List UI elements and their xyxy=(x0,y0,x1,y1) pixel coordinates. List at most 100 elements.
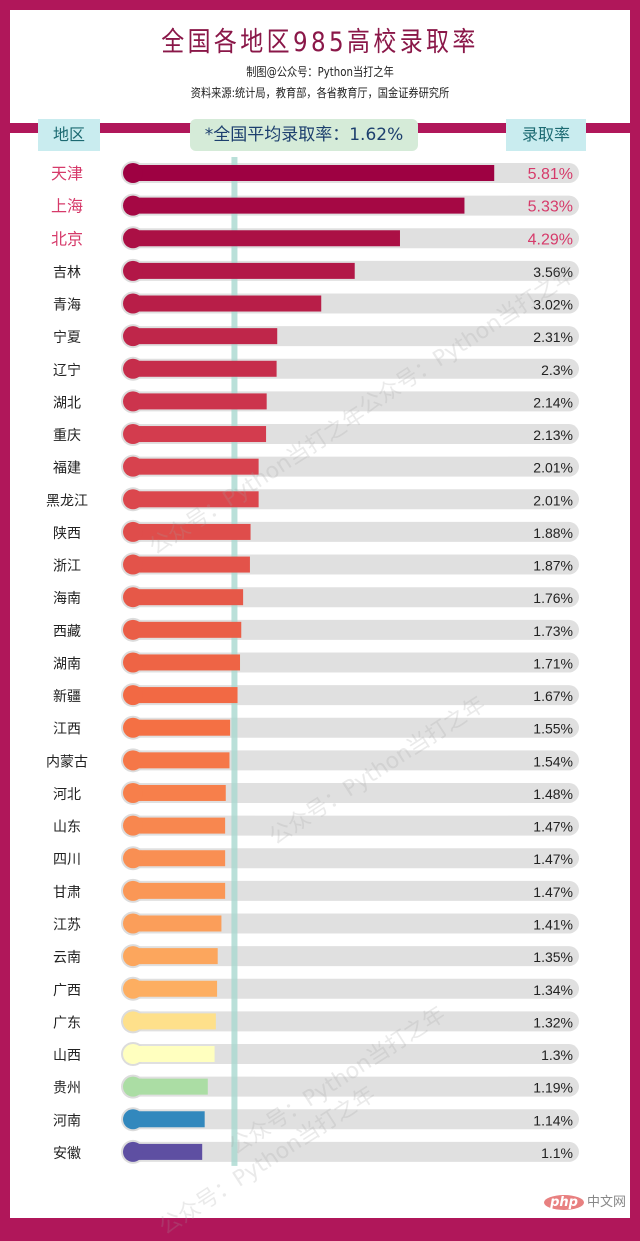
bar-track xyxy=(124,782,579,803)
region-label: 河北 xyxy=(53,787,81,803)
bar-cap xyxy=(123,391,143,412)
bar-cap xyxy=(123,163,143,183)
region-label: 西藏 xyxy=(53,624,81,640)
bar-track xyxy=(124,946,579,967)
region-label: 内蒙古 xyxy=(46,754,88,770)
region-label: 甘肃 xyxy=(53,885,81,901)
bar xyxy=(134,360,277,377)
region-label: 陕西 xyxy=(53,526,81,542)
value-label: 5.81% xyxy=(528,166,573,183)
bar xyxy=(134,719,231,736)
header: 全国各地区985高校录取率 制图@公众号：Python当打之年 资料来源:统计局… xyxy=(10,10,630,123)
bar-track xyxy=(124,913,579,934)
bar xyxy=(134,1078,208,1095)
value-label: 2.14% xyxy=(533,394,573,410)
bar-track xyxy=(124,978,579,999)
bar-cap xyxy=(123,521,143,542)
bar xyxy=(134,1143,203,1160)
source-text: 资料来源:统计局，教育部，各省教育厅，国金证券研究所 xyxy=(190,86,450,100)
bar xyxy=(134,328,278,345)
column-header-rate: 录取率 xyxy=(506,119,586,151)
bar-cap xyxy=(123,587,143,608)
value-label: 5.33% xyxy=(528,199,573,216)
bar-cap xyxy=(123,946,143,967)
bar xyxy=(134,817,226,834)
region-label: 黑龙江 xyxy=(46,493,88,509)
region-label: 吉林 xyxy=(53,265,81,281)
bar-chart: 天津 5.81% 上海 5.33% 北京 4.29% 吉林 3.56% 青海 3.02% 宁夏 2.3… xyxy=(46,157,579,1166)
region-label: 云南 xyxy=(53,950,81,966)
value-label: 1.88% xyxy=(533,525,573,541)
region-label: 山东 xyxy=(53,820,81,836)
bar-track xyxy=(124,1044,579,1065)
bar xyxy=(134,980,218,997)
bar xyxy=(134,752,230,769)
bar-cap xyxy=(123,293,143,314)
bar xyxy=(134,621,242,638)
value-label: 1.47% xyxy=(533,851,573,867)
value-label: 1.19% xyxy=(533,1080,573,1096)
bar-cap xyxy=(123,1044,143,1065)
bar xyxy=(134,784,226,801)
bar-cap xyxy=(123,880,143,901)
bar xyxy=(134,654,241,671)
bar-cap xyxy=(123,815,143,836)
bar xyxy=(134,295,322,312)
bar-cap xyxy=(123,424,143,445)
region-label: 海南 xyxy=(53,591,81,607)
bar-track xyxy=(124,815,579,836)
bar xyxy=(134,1111,205,1128)
bar-cap xyxy=(123,1141,143,1162)
value-label: 4.29% xyxy=(528,231,573,248)
region-label: 广东 xyxy=(53,1015,81,1031)
bar-track xyxy=(124,750,579,771)
value-label: 1.14% xyxy=(533,1112,573,1128)
bar-track xyxy=(124,1076,579,1097)
bar-cap xyxy=(123,685,143,706)
bar-cap xyxy=(123,652,143,673)
bar-cap xyxy=(123,750,143,771)
region-label: 贵州 xyxy=(53,1081,81,1097)
value-label: 1.41% xyxy=(533,916,573,932)
value-label: 1.1% xyxy=(541,1145,573,1161)
bar-cap xyxy=(123,358,143,379)
bar-cap xyxy=(123,848,143,869)
region-label: 重庆 xyxy=(53,428,81,444)
region-label: 湖北 xyxy=(53,395,81,411)
region-label: 青海 xyxy=(53,298,81,314)
chart-panel: 天津 5.81% 上海 5.33% 北京 4.29% 吉林 3.56% 青海 3.02% 宁夏 2.3… xyxy=(10,119,630,1240)
bar-cap xyxy=(123,717,143,738)
chart-title: 全国各地区985高校录取率 xyxy=(161,27,479,58)
bar xyxy=(134,882,226,899)
region-label: 北京 xyxy=(51,229,83,248)
credit-text: 制图@公众号：Python当打之年 xyxy=(246,65,394,79)
bar-track xyxy=(124,880,579,901)
bar-cap xyxy=(123,1109,143,1130)
bar-track xyxy=(124,717,579,738)
bar xyxy=(134,850,226,867)
bar xyxy=(134,556,250,573)
value-label: 3.02% xyxy=(533,297,573,313)
value-label: 2.01% xyxy=(533,460,573,476)
region-label: 新疆 xyxy=(53,689,81,705)
bar-cap xyxy=(123,489,143,510)
bar xyxy=(134,393,267,410)
region-label: 广西 xyxy=(53,983,81,999)
php-logo-mark: php xyxy=(544,1195,584,1210)
region-label: 山西 xyxy=(53,1048,81,1064)
value-label: 1.54% xyxy=(533,753,573,769)
value-label: 1.35% xyxy=(533,949,573,965)
region-label: 福建 xyxy=(53,461,81,477)
value-label: 2.31% xyxy=(533,329,573,345)
bar-cap xyxy=(123,326,143,347)
php-logo-text: 中文网 xyxy=(586,1195,626,1210)
region-label: 上海 xyxy=(51,197,83,216)
bar-cap xyxy=(123,782,143,803)
value-label: 1.76% xyxy=(533,590,573,606)
value-label: 1.3% xyxy=(541,1047,573,1063)
value-label: 2.3% xyxy=(541,362,573,378)
bar-cap xyxy=(123,554,143,575)
bar-cap xyxy=(123,195,143,216)
value-label: 2.01% xyxy=(533,492,573,508)
bar-cap xyxy=(123,1076,143,1097)
